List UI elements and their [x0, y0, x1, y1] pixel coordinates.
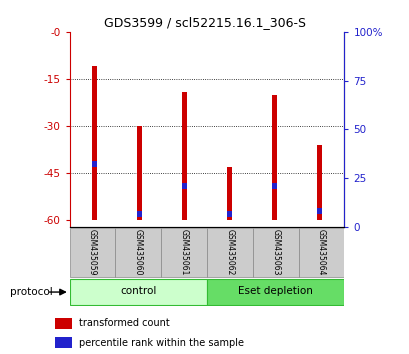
- Bar: [181, 183, 187, 189]
- Text: transformed count: transformed count: [79, 318, 170, 329]
- Bar: [226, 167, 232, 220]
- Bar: [70, 279, 207, 305]
- Bar: [115, 228, 161, 277]
- Text: GSM435060: GSM435060: [134, 229, 142, 275]
- Text: percentile rank within the sample: percentile rank within the sample: [79, 338, 244, 348]
- Text: GSM435061: GSM435061: [179, 229, 188, 275]
- Bar: [316, 208, 321, 214]
- Text: Eset depletion: Eset depletion: [238, 286, 312, 297]
- Text: GSM435063: GSM435063: [271, 229, 279, 275]
- Bar: [207, 228, 252, 277]
- Bar: [55, 337, 72, 348]
- Bar: [161, 228, 207, 277]
- Bar: [55, 318, 72, 329]
- Bar: [137, 211, 142, 217]
- Bar: [137, 126, 142, 220]
- Bar: [271, 183, 276, 189]
- Text: GSM435059: GSM435059: [88, 229, 97, 275]
- Bar: [252, 228, 298, 277]
- Bar: [298, 228, 344, 277]
- Text: GDS3599 / scl52215.16.1_306-S: GDS3599 / scl52215.16.1_306-S: [104, 16, 305, 29]
- Text: GSM435062: GSM435062: [225, 229, 234, 275]
- Bar: [271, 95, 276, 220]
- Bar: [70, 228, 115, 277]
- Text: control: control: [120, 286, 156, 297]
- Bar: [316, 145, 321, 220]
- Bar: [226, 211, 232, 217]
- Bar: [181, 92, 187, 220]
- Bar: [92, 67, 97, 220]
- Bar: [92, 161, 97, 167]
- Text: GSM435064: GSM435064: [316, 229, 325, 275]
- Bar: [207, 279, 344, 305]
- Text: protocol: protocol: [10, 287, 53, 297]
